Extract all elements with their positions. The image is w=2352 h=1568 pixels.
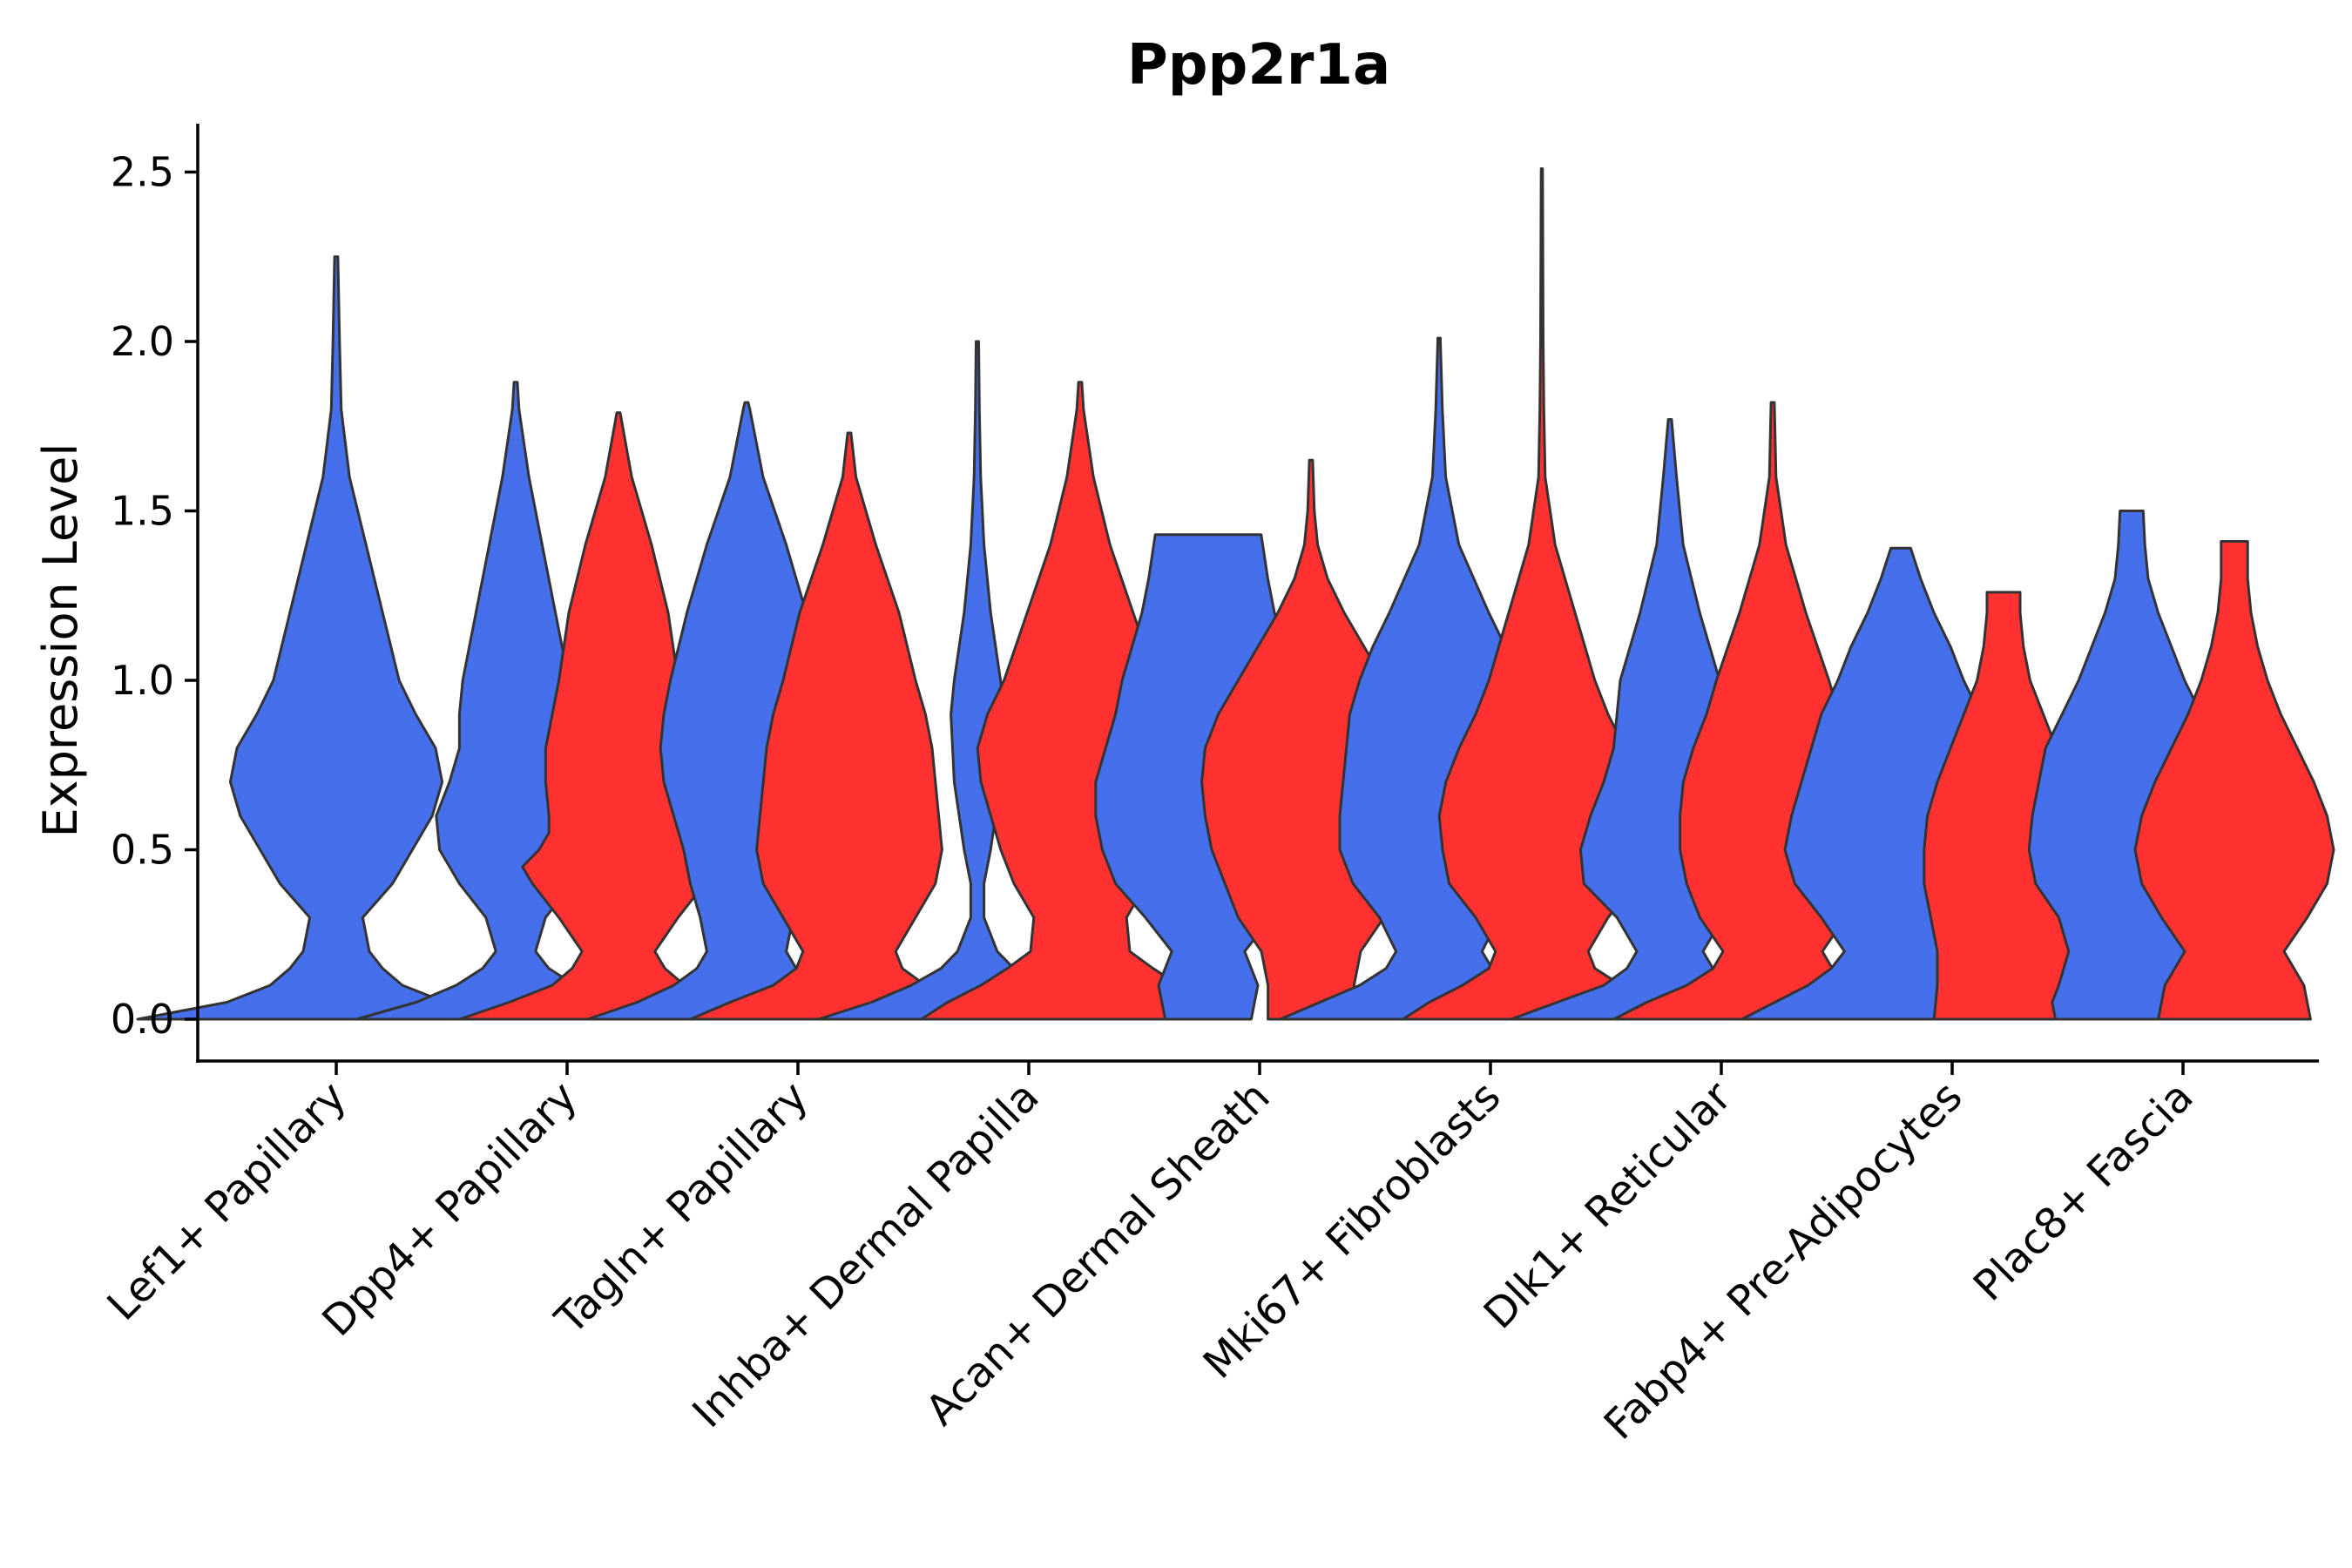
chart-title: Ppp2r1a bbox=[1127, 33, 1390, 98]
x-tick-label: Dlk1+ Reticular bbox=[1475, 1072, 1741, 1339]
y-axis-label: Expression Level bbox=[33, 443, 88, 838]
x-tick-label: Lef1+ Papillary bbox=[98, 1072, 356, 1330]
y-tick-label: 0.0 bbox=[111, 996, 174, 1043]
violin-group bbox=[136, 167, 2335, 1021]
violin-blue bbox=[817, 340, 1138, 1021]
x-tick-label: Plac8+ Fascia bbox=[1964, 1072, 2203, 1311]
y-tick-label: 1.5 bbox=[111, 488, 174, 535]
x-tick-label: Dpp4+ Papillary bbox=[313, 1072, 586, 1346]
y-tick-label: 1.0 bbox=[111, 657, 174, 704]
y-tick-label: 0.5 bbox=[111, 827, 174, 874]
y-tick-label: 2.0 bbox=[111, 318, 174, 365]
y-axis-ticks: 0.0 0.5 1.0 1.5 2.0 2.5 bbox=[111, 149, 198, 1043]
y-tick-label: 2.5 bbox=[111, 149, 174, 196]
x-tick-label: Tagln+ Papillary bbox=[545, 1072, 817, 1344]
violin-blue bbox=[136, 255, 537, 1021]
violin-red bbox=[2133, 540, 2335, 1021]
violin-red bbox=[689, 431, 1010, 1021]
